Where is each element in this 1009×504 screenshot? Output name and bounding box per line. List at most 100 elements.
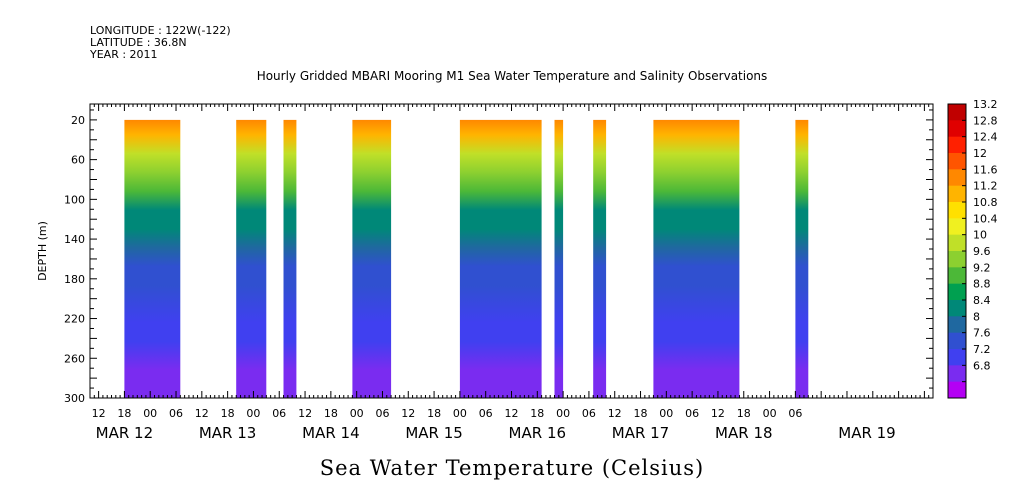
colorbar-swatch (948, 267, 966, 285)
x-hour-label: 18 (221, 407, 235, 420)
x-date-label: MAR 19 (838, 424, 895, 442)
colorbar-label: 10 (973, 229, 987, 242)
y-tick-label: 220 (64, 313, 85, 326)
x-hour-label: 18 (117, 407, 131, 420)
x-hour-label: 12 (608, 407, 622, 420)
colorbar-swatch (948, 365, 966, 383)
observation-block-9 (795, 119, 809, 399)
observation-block-8 (653, 119, 740, 399)
x-hour-label: 12 (195, 407, 209, 420)
colorbar-swatch (948, 218, 966, 236)
x-hour-label: 06 (582, 407, 596, 420)
y-tick-label: 300 (64, 392, 85, 405)
year-label: YEAR : 2011 (90, 48, 158, 61)
colorbar-swatch (948, 185, 966, 203)
x-hour-label: 06 (788, 407, 802, 420)
y-tick-label: 60 (71, 154, 85, 167)
colorbar-label: 12 (973, 147, 987, 160)
x-date-label: MAR 14 (302, 424, 359, 442)
colorbar-label: 6.8 (973, 359, 991, 372)
y-axis: 20 60 100 140 180 220 260 300 (64, 109, 933, 405)
observation-block-6 (554, 119, 564, 399)
colorbar-label: 11.2 (973, 180, 998, 193)
colorbar-label: 12.8 (973, 114, 998, 127)
colorbar-label: 12.4 (973, 131, 998, 144)
observation-block-3 (283, 119, 297, 399)
colorbar-swatch (948, 349, 966, 366)
y-tick-label: 180 (64, 273, 85, 286)
x-hour-label: 18 (324, 407, 338, 420)
colorbar-label: 10.8 (973, 196, 998, 209)
x-hour-label: 12 (92, 407, 106, 420)
colorbar-swatch (948, 202, 966, 219)
colorbar-swatch (948, 300, 966, 317)
x-hour-label: 06 (272, 407, 286, 420)
y-tick-label: 260 (64, 352, 85, 365)
x-axis: 12 18 00 06 12 18 00 06 12 18 00 06 12 18 00 06 12 18 00 06… (89, 104, 934, 442)
colorbar-swatch (948, 283, 966, 301)
colorbar-label: 11.6 (973, 163, 998, 176)
colorbar-swatch (948, 234, 966, 252)
chart-title: Hourly Gridded MBARI Mooring M1 Sea Wate… (257, 69, 768, 83)
data-layer (124, 119, 809, 399)
x-hour-label: 18 (530, 407, 544, 420)
colorbar-label: 8.8 (973, 278, 991, 291)
x-hour-label: 12 (298, 407, 312, 420)
colorbar-label: 10.4 (973, 212, 998, 225)
x-date-label: MAR 18 (715, 424, 772, 442)
colorbar-swatch (948, 251, 966, 268)
colorbar-label: 7.6 (973, 327, 991, 340)
colorbar-label: 8 (973, 310, 980, 323)
observation-block-4 (352, 119, 392, 399)
x-hour-label: 18 (737, 407, 751, 420)
y-tick-label: 140 (64, 233, 85, 246)
x-date-label: MAR 12 (96, 424, 153, 442)
observation-block-5 (459, 119, 542, 399)
x-date-label: MAR 13 (199, 424, 256, 442)
x-hour-label: 06 (479, 407, 493, 420)
colorbar-label: 8.4 (973, 294, 991, 307)
y-tick-label: 20 (71, 114, 85, 127)
x-hour-label: 00 (659, 407, 673, 420)
colorbar: 13.2 12.8 12.4 12 11.6 11.2 10.8 10.4 10 9.6 9.2 8.… (947, 98, 998, 399)
colorbar-label: 9.2 (973, 261, 991, 274)
colorbar-swatch (948, 104, 966, 121)
colorbar-swatch (948, 381, 966, 399)
x-hour-label: 06 (685, 407, 699, 420)
x-hour-label: 00 (143, 407, 157, 420)
x-hour-label: 00 (763, 407, 777, 420)
colorbar-label: 7.2 (973, 343, 991, 356)
observation-block-7 (593, 119, 607, 399)
y-axis-label: DEPTH (m) (36, 221, 49, 281)
colorbar-label: 13.2 (973, 98, 998, 111)
x-hour-label: 12 (711, 407, 725, 420)
observation-block-2 (236, 119, 267, 399)
colorbar-swatch (948, 153, 966, 170)
x-hour-label: 12 (505, 407, 519, 420)
x-hour-label: 00 (246, 407, 260, 420)
colorbar-swatch (948, 332, 966, 350)
y-tick-label: 100 (64, 193, 85, 206)
x-date-label: MAR 17 (612, 424, 669, 442)
colorbar-swatch (948, 316, 966, 334)
x-hour-label: 18 (427, 407, 441, 420)
x-date-label: MAR 15 (405, 424, 462, 442)
longitude-label: LONGITUDE : 122W(-122) (90, 24, 231, 37)
x-hour-label: 00 (453, 407, 467, 420)
x-date-label: MAR 16 (509, 424, 566, 442)
colorbar-swatch (948, 169, 966, 187)
x-hour-label: 18 (634, 407, 648, 420)
x-hour-label: 00 (350, 407, 364, 420)
x-hour-label: 12 (401, 407, 415, 420)
observation-block-1 (124, 119, 181, 399)
colorbar-label: 9.6 (973, 245, 991, 258)
x-hour-label: 06 (376, 407, 390, 420)
latitude-label: LATITUDE : 36.8N (90, 36, 187, 49)
x-hour-label: 00 (556, 407, 570, 420)
x-hour-label: 06 (169, 407, 183, 420)
x-axis-label: Sea Water Temperature (Celsius) (320, 456, 705, 480)
colorbar-swatch (948, 136, 966, 154)
colorbar-swatch (948, 120, 966, 138)
